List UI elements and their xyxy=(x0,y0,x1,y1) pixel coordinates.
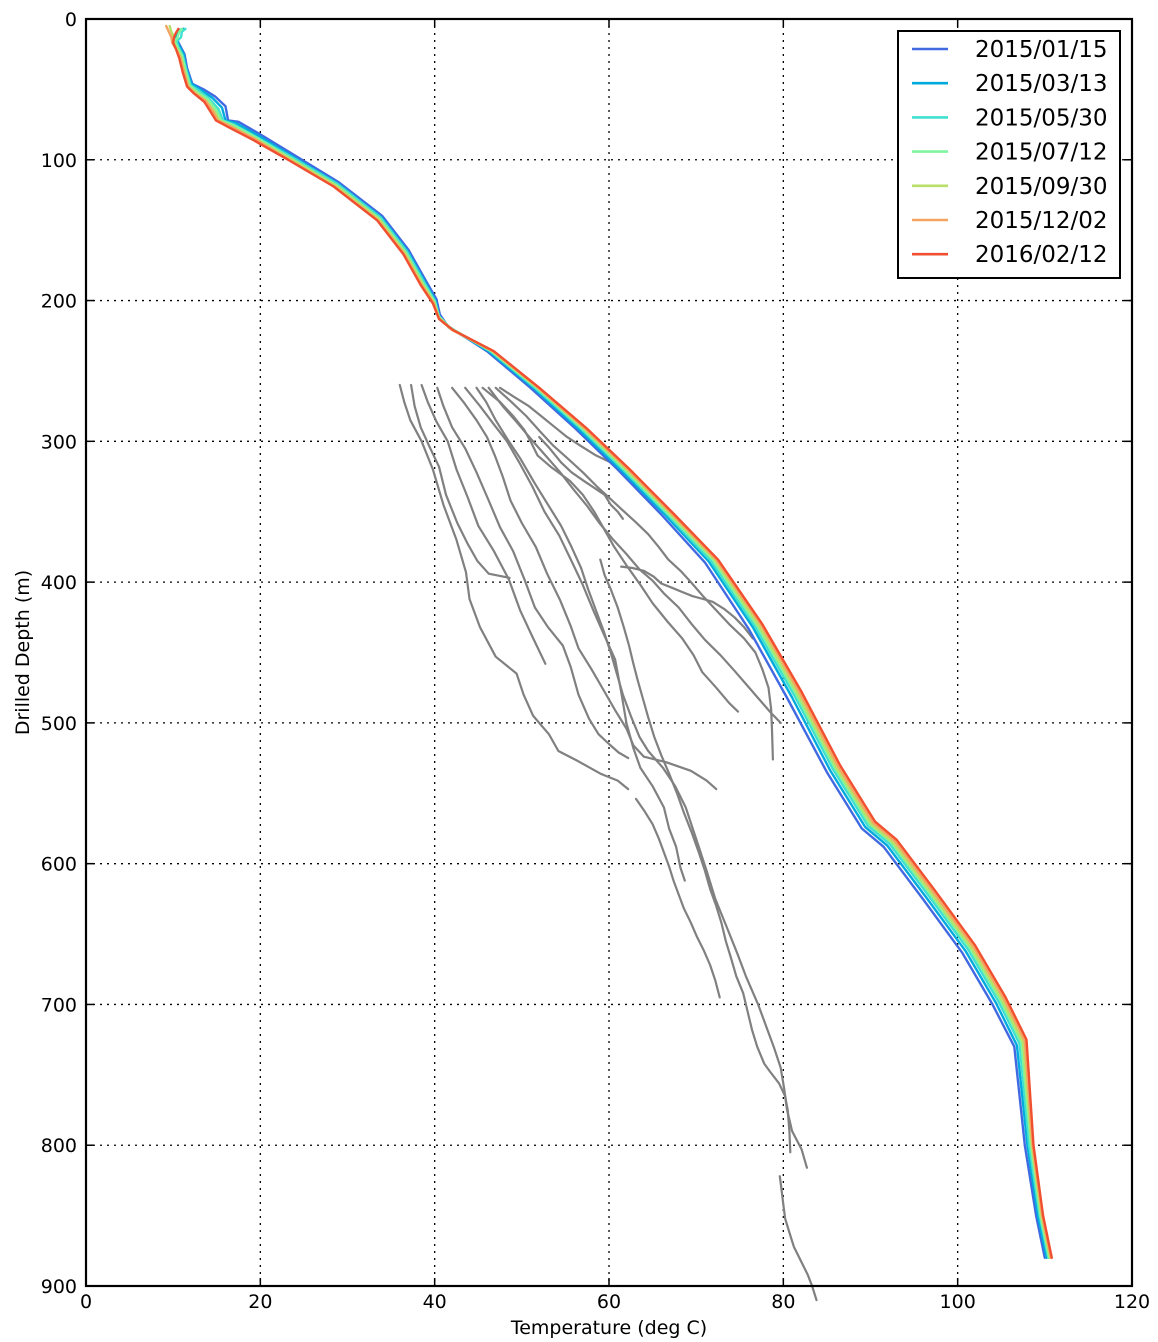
unlabeled-series-line xyxy=(410,383,511,580)
y-tick-label: 0 xyxy=(65,9,77,31)
x-tick-label: 20 xyxy=(248,1291,272,1313)
unlabeled-series-group xyxy=(398,383,818,1302)
unlabeled-series-line xyxy=(451,386,718,791)
y-tick-label: 200 xyxy=(41,291,77,313)
legend: 2015/01/15 2015/03/13 2015/05/30 2015/07/12… xyxy=(897,30,1121,279)
x-tick-label: 0 xyxy=(80,1291,92,1313)
unlabeled-series-line xyxy=(634,797,721,999)
y-tick-label: 100 xyxy=(41,150,77,172)
x-tick-label: 80 xyxy=(771,1291,795,1313)
y-tick-label: 600 xyxy=(41,854,77,876)
unlabeled-series-line xyxy=(498,386,624,471)
x-tick-label: 60 xyxy=(597,1291,621,1313)
y-axis-title: Drilled Depth (m) xyxy=(12,570,34,735)
unlabeled-series-line xyxy=(420,383,547,665)
legend-label: 2015/09/30 xyxy=(975,174,1108,200)
unlabeled-series-line xyxy=(778,1175,818,1302)
y-tick-label: 400 xyxy=(41,572,77,594)
legend-box xyxy=(897,30,1121,279)
series-line xyxy=(171,27,1054,1260)
unlabeled-series-line xyxy=(538,436,625,520)
x-tick-label: 100 xyxy=(940,1291,976,1313)
series-group xyxy=(164,24,1054,1260)
y-tick-label: 900 xyxy=(41,1276,77,1298)
legend-label: 2015/05/30 xyxy=(975,105,1108,131)
x-tick-label: 40 xyxy=(423,1291,447,1313)
y-tick-label: 800 xyxy=(41,1135,77,1157)
legend-label: 2015/07/12 xyxy=(975,140,1108,166)
unlabeled-series-line xyxy=(398,383,630,791)
unlabeled-series-line xyxy=(494,386,775,761)
legend-label: 2015/12/02 xyxy=(975,208,1108,234)
unlabeled-series-line xyxy=(436,386,630,760)
x-axis-title: Temperature (deg C) xyxy=(510,1317,707,1339)
y-tick-label: 300 xyxy=(41,431,77,453)
unlabeled-series-line xyxy=(620,565,754,640)
unlabeled-series-line xyxy=(475,386,809,1169)
legend-label: 2015/01/15 xyxy=(975,37,1108,63)
y-tick-label: 700 xyxy=(41,994,77,1016)
legend-label: 2015/03/13 xyxy=(975,71,1108,97)
tick-labels: 0 20 40 60 80 100 120 0 100 200 300 400 500 600 700 800… xyxy=(41,9,1150,1313)
tick-marks xyxy=(85,18,1133,1287)
unlabeled-series-line xyxy=(599,558,792,1154)
y-tick-label: 500 xyxy=(41,713,77,735)
legend-label: 2016/02/12 xyxy=(975,242,1108,268)
x-tick-label: 120 xyxy=(1114,1291,1150,1313)
